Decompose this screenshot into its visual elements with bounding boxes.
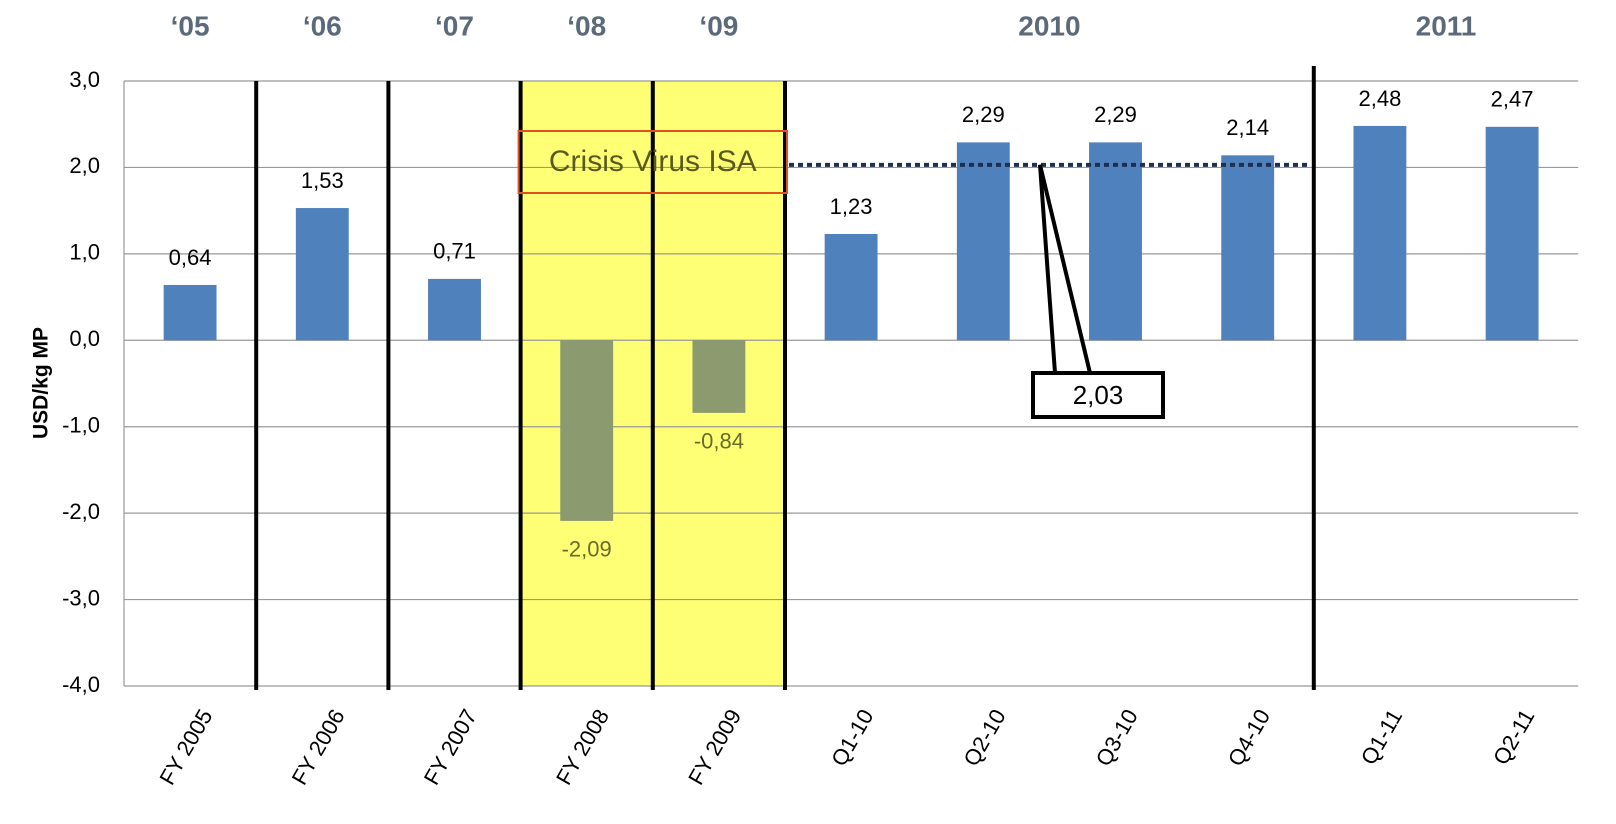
callout-label: 2,03 xyxy=(1073,380,1124,410)
y-tick-label: 1,0 xyxy=(69,240,100,265)
value-label: -2,09 xyxy=(562,537,612,562)
period-label: ‘06 xyxy=(303,10,342,41)
callout-box xyxy=(1031,371,1165,419)
x-tick-label: Q2-10 xyxy=(958,705,1010,770)
y-tick-label: -2,0 xyxy=(62,499,100,524)
x-tick-label: Q4-10 xyxy=(1223,705,1275,770)
x-tick-label: FY 2007 xyxy=(419,705,482,789)
x-tick-label: Q1-11 xyxy=(1356,705,1407,769)
annotation-box xyxy=(517,130,788,194)
value-label: 1,23 xyxy=(830,194,873,219)
x-tick-label: Q3-10 xyxy=(1091,705,1143,770)
period-label: ‘07 xyxy=(435,10,474,41)
annotation: Crisis Virus ISA xyxy=(549,145,757,178)
value-label: 0,64 xyxy=(169,245,212,270)
x-tick-label: FY 2006 xyxy=(287,705,350,789)
bar xyxy=(1353,125,1407,341)
period-label: 2011 xyxy=(1416,10,1477,41)
y-tick-label: -4,0 xyxy=(62,672,100,697)
x-tick-label: FY 2009 xyxy=(683,705,746,789)
x-tick-label: FY 2005 xyxy=(154,705,217,789)
period-label: ‘09 xyxy=(699,10,738,41)
period-label: ‘05 xyxy=(171,10,210,41)
value-label: 2,29 xyxy=(962,102,1005,127)
value-label: 2,29 xyxy=(1094,102,1137,127)
bar xyxy=(163,284,217,341)
y-axis-label: USD/kg MP xyxy=(30,327,53,439)
value-label: 2,47 xyxy=(1491,87,1534,112)
value-label: -0,84 xyxy=(694,429,744,454)
x-tick-label: FY 2008 xyxy=(551,705,614,789)
y-tick-label: 3,0 xyxy=(69,67,100,92)
period-label: ‘08 xyxy=(567,10,606,41)
y-tick-label: 2,0 xyxy=(69,153,100,178)
y-tick-label: -1,0 xyxy=(62,413,100,438)
bar xyxy=(295,208,349,341)
bar xyxy=(428,278,481,341)
y-tick-label: -3,0 xyxy=(62,585,100,610)
value-label: 2,14 xyxy=(1226,115,1269,140)
x-tick-label: Q1-10 xyxy=(826,705,878,770)
bar xyxy=(956,142,1010,341)
callout xyxy=(1038,164,1092,374)
value-label: 2,48 xyxy=(1358,86,1401,111)
period-label: 2010 xyxy=(1018,10,1080,41)
bar xyxy=(824,233,878,341)
x-tick-label: Q2-11 xyxy=(1488,705,1539,769)
value-label: 0,71 xyxy=(433,239,476,264)
bar xyxy=(1485,126,1539,341)
bar xyxy=(1089,142,1142,341)
y-tick-label: 0,0 xyxy=(69,326,100,351)
value-label: 1,53 xyxy=(301,168,344,193)
bar xyxy=(560,340,614,521)
bar xyxy=(1221,155,1275,341)
bar xyxy=(692,340,746,413)
